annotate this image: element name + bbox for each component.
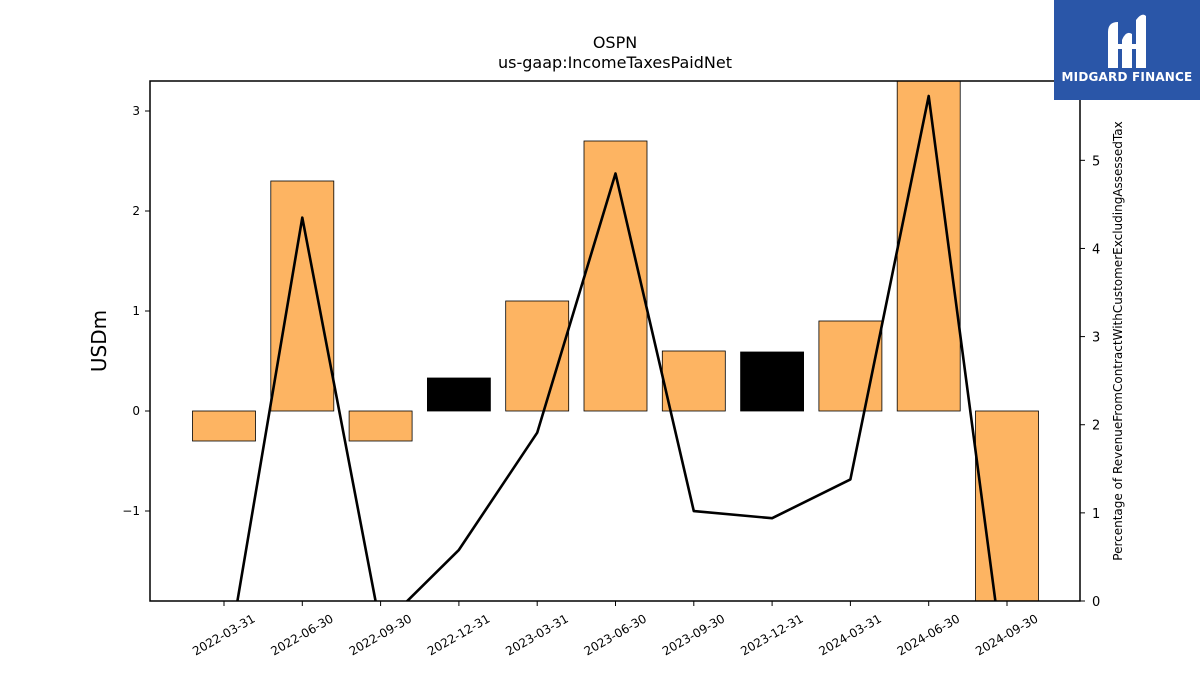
y2-tick-label: 2: [1092, 419, 1100, 434]
bars-group: [192, 81, 1039, 601]
ratio-line: [236, 94, 997, 601]
y2-tick-label: 0: [1092, 595, 1100, 610]
bar-2022-09-30: [348, 410, 413, 442]
x-tick-label: 2023-12-31: [738, 611, 805, 658]
y2-axis-label: Percentage of RevenueFromContractWithCus…: [1111, 121, 1125, 560]
y-tick-label: 2: [132, 204, 140, 218]
bar-2023-03-31: [505, 300, 570, 412]
y-axis-right: 0 1 2 3 4 5: [1080, 154, 1100, 610]
midgard-logo-icon: [1108, 14, 1146, 69]
y2-tick-label: 4: [1092, 242, 1100, 257]
bar-2022-12-31: [426, 377, 491, 412]
x-tick-label: 2022-03-31: [190, 611, 257, 658]
y-axis-left: −1 0 1 2 3: [122, 104, 150, 518]
x-tick-label: 2024-03-31: [816, 611, 883, 658]
y-axis-label: USDm: [87, 310, 111, 372]
x-tick-label: 2022-06-30: [268, 611, 335, 658]
y-tick-label: 1: [132, 304, 140, 318]
x-tick-label: 2022-12-31: [425, 611, 492, 658]
brand-logo-text: MIDGARD FINANCE: [1061, 70, 1193, 84]
bar-2022-03-31: [192, 410, 256, 442]
bar-2024-03-31: [818, 320, 883, 412]
y-tick-label: 3: [132, 104, 140, 118]
bar-2024-06-30: [896, 81, 961, 412]
x-tick-label: 2024-09-30: [973, 611, 1040, 658]
y2-tick-label: 5: [1092, 154, 1100, 169]
brand-logo: MIDGARD FINANCE: [1054, 0, 1200, 100]
bar-2023-09-30: [661, 350, 726, 412]
x-tick-label: 2023-03-31: [503, 611, 570, 658]
bar-2023-12-31: [740, 351, 804, 412]
y-tick-label: −1: [122, 504, 140, 518]
y2-tick-label: 1: [1092, 507, 1100, 522]
bar-2022-06-30: [270, 180, 335, 412]
x-tick-label: 2024-06-30: [895, 611, 962, 658]
bar-2023-06-30: [583, 140, 648, 412]
bar-2024-09-30: [975, 410, 1039, 601]
chart-subtitle: us-gaap:IncomeTaxesPaidNet: [498, 53, 732, 72]
x-tick-label: 2023-09-30: [660, 611, 727, 658]
chart-title: OSPN: [593, 33, 637, 52]
y2-tick-label: 3: [1092, 331, 1100, 346]
y-tick-label: 0: [132, 404, 140, 418]
x-tick-label: 2023-06-30: [582, 611, 649, 658]
x-tick-label: 2022-09-30: [347, 611, 414, 658]
x-axis: 2022-03-31 2022-06-30 2022-09-30 2022-12-31…: [190, 601, 1041, 658]
ratio-line-group: [236, 94, 997, 601]
